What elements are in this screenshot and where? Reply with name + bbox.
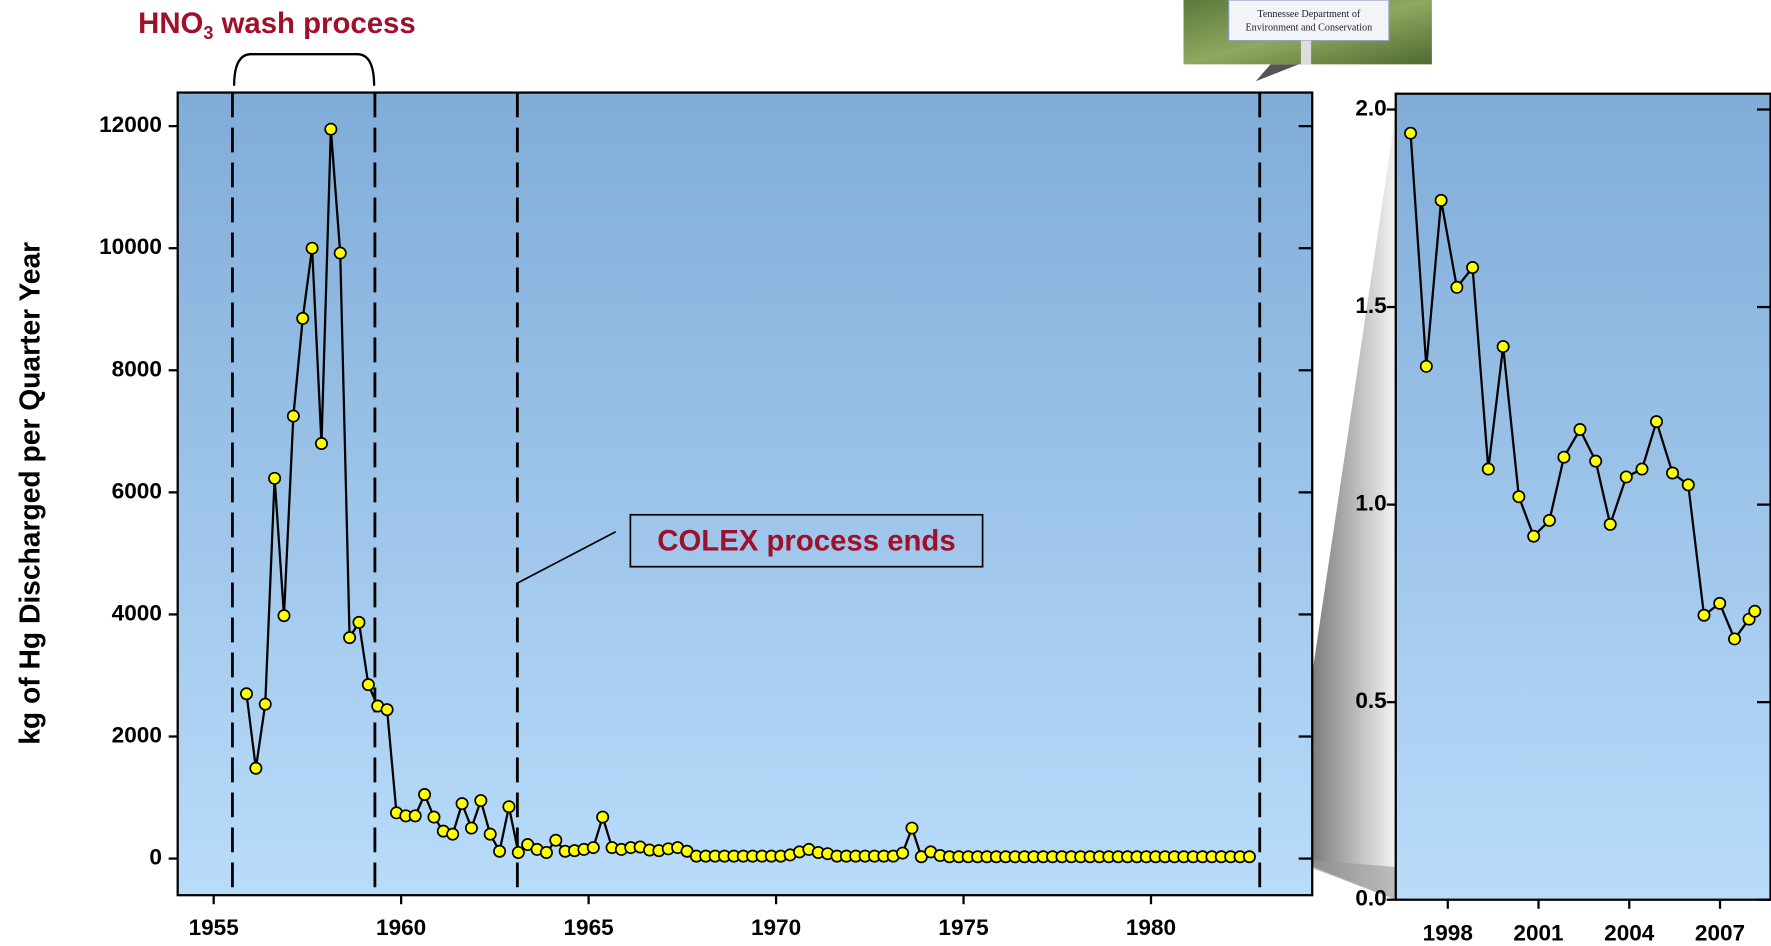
hno3-text: wash process <box>213 7 415 40</box>
data-point <box>410 810 421 821</box>
data-point <box>466 822 477 833</box>
data-point <box>428 811 439 822</box>
chart: Tennessee Department of Environment and … <box>0 0 1771 946</box>
plot-area <box>178 93 1313 896</box>
page: {"chart_data": [ {"type": "line", "y_lab… <box>0 0 1771 946</box>
data-point <box>325 124 336 135</box>
data-point <box>1421 361 1432 372</box>
y-tick-label: 1.5 <box>1355 293 1386 318</box>
data-point <box>447 829 458 840</box>
data-point <box>503 801 514 812</box>
y-tick-label: 6000 <box>112 478 162 503</box>
data-point <box>1435 195 1446 206</box>
hno3-label: HNO3 wash process <box>138 7 416 43</box>
sign-text: Tennessee Department of <box>1257 9 1361 20</box>
data-point <box>1451 282 1462 293</box>
data-point <box>1749 606 1760 617</box>
data-point <box>597 811 608 822</box>
data-point <box>1651 416 1662 427</box>
y-tick-label: 2.0 <box>1355 95 1386 120</box>
data-point <box>260 699 271 710</box>
y-tick-label: 1.0 <box>1355 491 1386 516</box>
data-point <box>588 842 599 853</box>
x-tick-label: 1998 <box>1423 921 1473 946</box>
data-point <box>541 847 552 858</box>
data-point <box>1483 463 1494 474</box>
data-point <box>1667 467 1678 478</box>
x-tick-label: 1970 <box>751 915 801 940</box>
data-point <box>456 798 467 809</box>
data-point <box>297 313 308 324</box>
data-point <box>241 688 252 699</box>
data-point <box>485 829 496 840</box>
data-point <box>288 410 299 421</box>
hno3-text: HNO <box>138 7 203 40</box>
data-point <box>1558 452 1569 463</box>
data-point <box>1544 515 1555 526</box>
x-tick-label: 2004 <box>1604 921 1655 946</box>
data-point <box>250 763 261 774</box>
data-point <box>363 679 374 690</box>
data-point <box>1621 471 1632 482</box>
x-tick-label: 1965 <box>564 915 614 940</box>
bracket <box>234 54 374 86</box>
y-tick-label: 8000 <box>112 356 162 381</box>
data-point <box>1636 463 1647 474</box>
x-tick-label: 1960 <box>376 915 426 940</box>
data-point <box>419 789 430 800</box>
data-point <box>1729 633 1740 644</box>
data-point <box>897 847 908 858</box>
data-point <box>278 610 289 621</box>
data-point <box>1244 851 1255 862</box>
x-tick-label: 1975 <box>938 915 988 940</box>
data-point <box>1574 424 1585 435</box>
data-point <box>550 835 561 846</box>
data-point <box>335 247 346 258</box>
y-tick-label: 0.5 <box>1355 688 1386 713</box>
post <box>1301 41 1311 65</box>
data-point <box>381 704 392 715</box>
data-point <box>1605 519 1616 530</box>
data-point <box>306 243 317 254</box>
x-tick-label: 1980 <box>1126 915 1176 940</box>
data-point <box>316 438 327 449</box>
y-tick-label: 0.0 <box>1355 886 1386 911</box>
data-point <box>1405 128 1416 139</box>
sign <box>1229 0 1389 41</box>
pointer <box>1256 64 1299 81</box>
data-point <box>906 822 917 833</box>
data-point <box>1698 610 1709 621</box>
data-point <box>475 795 486 806</box>
data-point <box>1714 598 1725 609</box>
data-point <box>353 617 364 628</box>
sign-photo: Tennessee Department of Environment and … <box>1184 0 1432 81</box>
plot-area <box>1396 94 1771 900</box>
y-tick-label: 12000 <box>99 112 162 137</box>
sign-text: Environment and Conservation <box>1245 23 1372 34</box>
data-point <box>1467 262 1478 273</box>
data-point <box>1590 456 1601 467</box>
data-point <box>1528 531 1539 542</box>
hno3-sub: 3 <box>203 23 213 43</box>
y-tick-label: 10000 <box>99 234 162 259</box>
y-axis-label: kg of Hg Discharged per Quarter Year <box>14 242 46 745</box>
x-tick-label: 2007 <box>1695 921 1745 946</box>
y-tick-label: 2000 <box>112 722 162 747</box>
x-tick-label: 2001 <box>1513 921 1563 946</box>
data-point <box>1683 479 1694 490</box>
x-tick-label: 1955 <box>189 915 239 940</box>
data-point <box>344 632 355 643</box>
data-point <box>1497 341 1508 352</box>
data-point <box>269 473 280 484</box>
data-point <box>1513 491 1524 502</box>
annotation: COLEX process ends <box>657 525 955 558</box>
y-tick-label: 4000 <box>112 600 162 625</box>
y-tick-label: 0 <box>149 845 162 870</box>
data-point <box>513 847 524 858</box>
data-point <box>494 846 505 857</box>
